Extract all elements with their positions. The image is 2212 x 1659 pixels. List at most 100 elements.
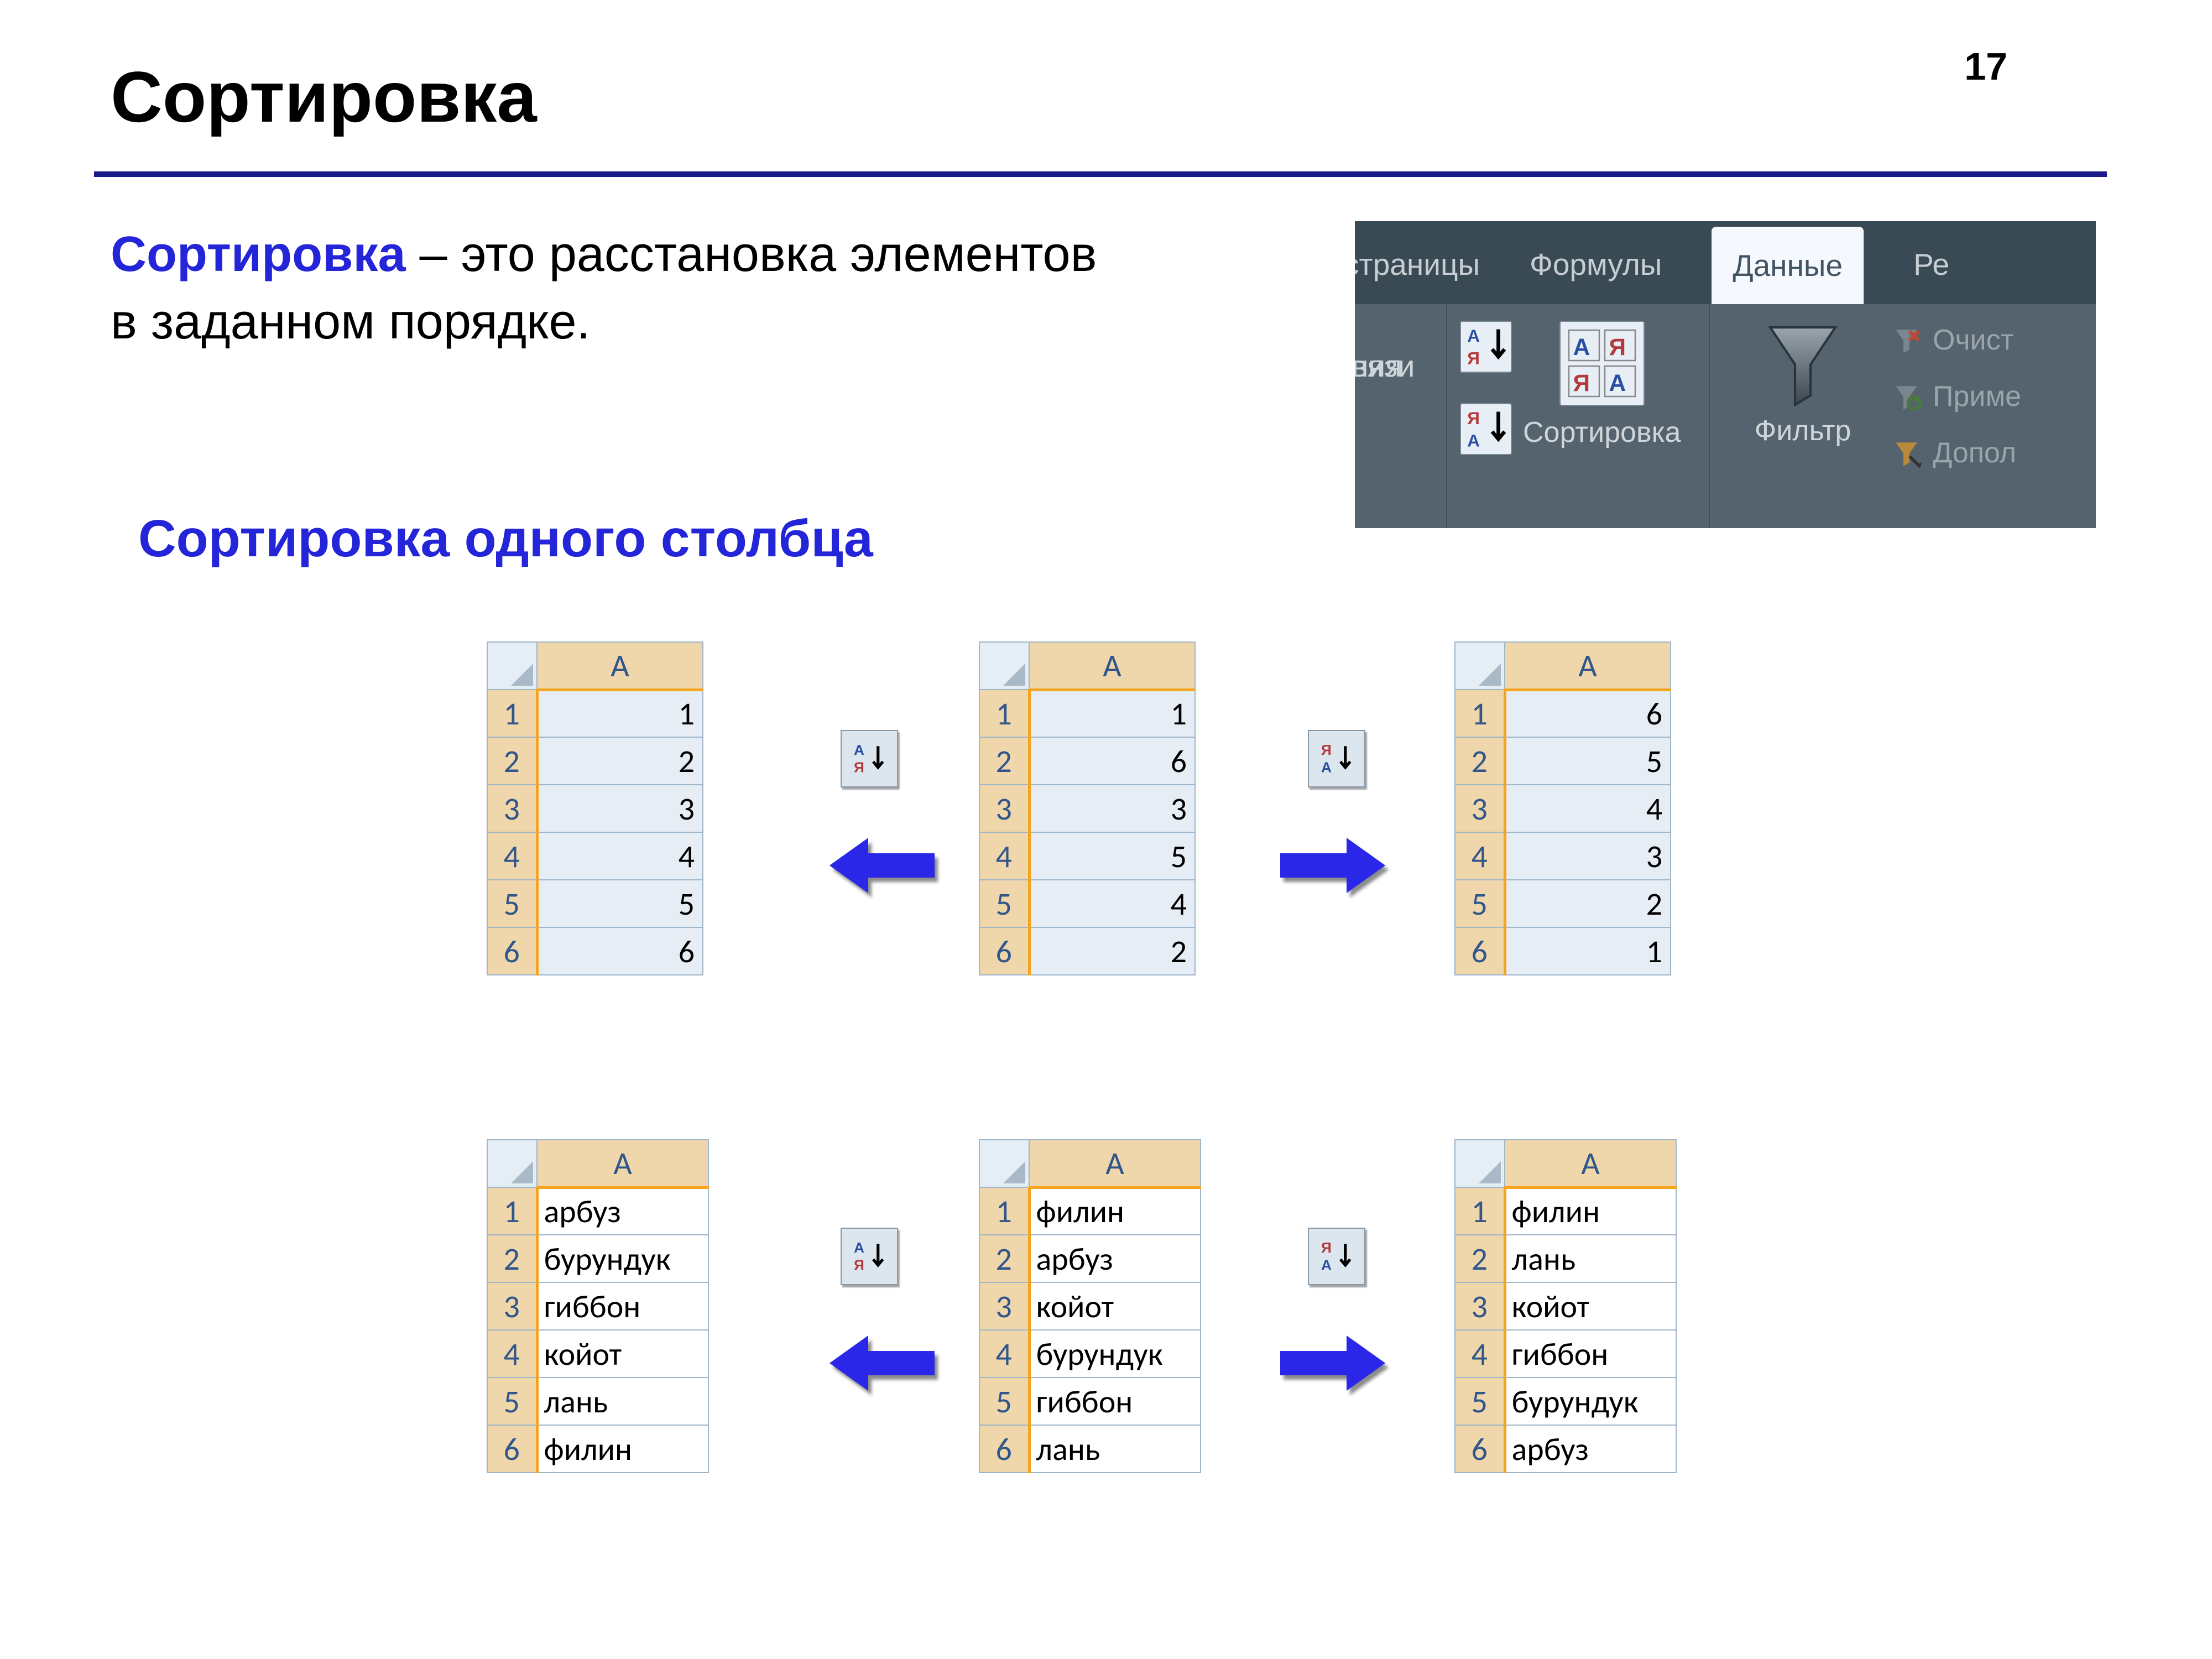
tab-formulas[interactable]: Формулы bbox=[1530, 247, 1662, 304]
cell[interactable]: 4 bbox=[537, 832, 703, 880]
row-header[interactable]: 1 bbox=[487, 1187, 537, 1235]
select-all-corner[interactable] bbox=[979, 1140, 1029, 1187]
row-header[interactable]: 5 bbox=[1455, 1378, 1505, 1425]
row-header[interactable]: 3 bbox=[487, 1282, 537, 1330]
select-all-corner[interactable] bbox=[1455, 642, 1505, 690]
row-header[interactable]: 2 bbox=[979, 1235, 1029, 1282]
cell[interactable]: 4 bbox=[1505, 785, 1671, 832]
filter-icon[interactable] bbox=[1764, 318, 1841, 406]
row-header[interactable]: 2 bbox=[979, 737, 1029, 785]
cell[interactable]: гиббон bbox=[1029, 1378, 1201, 1425]
row-header[interactable]: 6 bbox=[487, 1425, 537, 1473]
filter-advanced[interactable]: Допол bbox=[1891, 436, 2021, 469]
cell[interactable]: лань bbox=[1505, 1235, 1676, 1282]
row-header[interactable]: 1 bbox=[979, 1187, 1029, 1235]
cell[interactable]: лань bbox=[1029, 1425, 1201, 1473]
cell[interactable]: 6 bbox=[1505, 690, 1671, 737]
cell[interactable]: 5 bbox=[537, 880, 703, 927]
cell[interactable]: 2 bbox=[537, 737, 703, 785]
row-header[interactable]: 3 bbox=[979, 1282, 1029, 1330]
tab-review[interactable]: Ре bbox=[1913, 247, 1949, 304]
cell[interactable]: арбуз bbox=[537, 1187, 708, 1235]
row-header[interactable]: 5 bbox=[487, 1378, 537, 1425]
svg-text:Я: Я bbox=[854, 759, 864, 776]
row-header[interactable]: 4 bbox=[487, 1330, 537, 1378]
cell[interactable]: гиббон bbox=[1505, 1330, 1676, 1378]
cell[interactable]: филин bbox=[1029, 1187, 1201, 1235]
cell[interactable]: филин bbox=[1505, 1187, 1676, 1235]
column-header[interactable]: A bbox=[537, 642, 703, 690]
cell[interactable]: 1 bbox=[537, 690, 703, 737]
row-header[interactable]: 5 bbox=[1455, 880, 1505, 927]
row-header[interactable]: 6 bbox=[487, 927, 537, 975]
cell[interactable]: 4 bbox=[1029, 880, 1195, 927]
row-header[interactable]: 3 bbox=[1455, 785, 1505, 832]
cell[interactable]: койот bbox=[537, 1330, 708, 1378]
row-header[interactable]: 6 bbox=[979, 1425, 1029, 1473]
row-header[interactable]: 1 bbox=[979, 690, 1029, 737]
cell[interactable]: койот bbox=[1029, 1282, 1201, 1330]
cell[interactable]: 5 bbox=[1029, 832, 1195, 880]
row-header[interactable]: 1 bbox=[1455, 690, 1505, 737]
row-header[interactable]: 6 bbox=[979, 927, 1029, 975]
sort-desc-button[interactable]: ЯА bbox=[1460, 403, 1512, 455]
cell[interactable]: 2 bbox=[1505, 880, 1671, 927]
filter-reapply[interactable]: Приме bbox=[1891, 380, 2021, 413]
cell[interactable]: 6 bbox=[537, 927, 703, 975]
cell[interactable]: арбуз bbox=[1505, 1425, 1676, 1473]
row-header[interactable]: 3 bbox=[1455, 1282, 1505, 1330]
column-header[interactable]: A bbox=[537, 1140, 708, 1187]
cell[interactable]: бурундук bbox=[1029, 1330, 1201, 1378]
row-header[interactable]: 3 bbox=[487, 785, 537, 832]
row-header[interactable]: 4 bbox=[979, 832, 1029, 880]
select-all-corner[interactable] bbox=[1455, 1140, 1505, 1187]
row-header[interactable]: 2 bbox=[1455, 1235, 1505, 1282]
column-header[interactable]: A bbox=[1029, 642, 1195, 690]
filter-clear[interactable]: Очист bbox=[1891, 324, 2021, 357]
column-header[interactable]: A bbox=[1505, 642, 1671, 690]
row-header[interactable]: 2 bbox=[487, 1235, 537, 1282]
row-header[interactable]: 1 bbox=[487, 690, 537, 737]
cell[interactable]: 1 bbox=[1505, 927, 1671, 975]
cell[interactable]: филин bbox=[537, 1425, 708, 1473]
select-all-corner[interactable] bbox=[979, 642, 1029, 690]
select-all-corner[interactable] bbox=[487, 642, 537, 690]
sort-asc-icon[interactable]: АЯ bbox=[841, 1228, 898, 1285]
column-header[interactable]: A bbox=[1505, 1140, 1676, 1187]
sort-dialog-button[interactable]: А Я Я А bbox=[1559, 321, 1645, 406]
cell[interactable]: 6 bbox=[1029, 737, 1195, 785]
cell[interactable]: 1 bbox=[1029, 690, 1195, 737]
cell[interactable]: гиббон bbox=[537, 1282, 708, 1330]
sort-asc-button[interactable]: АЯ bbox=[1460, 321, 1512, 373]
row-header[interactable]: 5 bbox=[979, 880, 1029, 927]
cell[interactable]: 5 bbox=[1505, 737, 1671, 785]
cell[interactable]: 3 bbox=[537, 785, 703, 832]
row-header[interactable]: 3 bbox=[979, 785, 1029, 832]
row-header[interactable]: 2 bbox=[1455, 737, 1505, 785]
cell[interactable]: койот bbox=[1505, 1282, 1676, 1330]
row-header[interactable]: 2 bbox=[487, 737, 537, 785]
cell[interactable]: 3 bbox=[1505, 832, 1671, 880]
column-header[interactable]: A bbox=[1029, 1140, 1201, 1187]
row-header[interactable]: 1 bbox=[1455, 1187, 1505, 1235]
cell[interactable]: бурундук bbox=[1505, 1378, 1676, 1425]
cell[interactable]: 3 bbox=[1029, 785, 1195, 832]
row-header[interactable]: 4 bbox=[979, 1330, 1029, 1378]
cell[interactable]: лань bbox=[537, 1378, 708, 1425]
row-header[interactable]: 6 bbox=[1455, 927, 1505, 975]
tab-data[interactable]: Данные bbox=[1712, 227, 1864, 304]
sort-desc-icon[interactable]: ЯА bbox=[1308, 1228, 1365, 1285]
row-header[interactable]: 5 bbox=[487, 880, 537, 927]
tab-pages[interactable]: страницы bbox=[1355, 247, 1480, 304]
sort-desc-icon[interactable]: ЯА bbox=[1308, 730, 1365, 787]
cell[interactable]: 2 bbox=[1029, 927, 1195, 975]
sort-asc-icon[interactable]: АЯ bbox=[841, 730, 898, 787]
row-header[interactable]: 4 bbox=[487, 832, 537, 880]
row-header[interactable]: 5 bbox=[979, 1378, 1029, 1425]
row-header[interactable]: 6 bbox=[1455, 1425, 1505, 1473]
cell[interactable]: арбуз bbox=[1029, 1235, 1201, 1282]
row-header[interactable]: 4 bbox=[1455, 1330, 1505, 1378]
cell[interactable]: бурундук bbox=[537, 1235, 708, 1282]
select-all-corner[interactable] bbox=[487, 1140, 537, 1187]
row-header[interactable]: 4 bbox=[1455, 832, 1505, 880]
